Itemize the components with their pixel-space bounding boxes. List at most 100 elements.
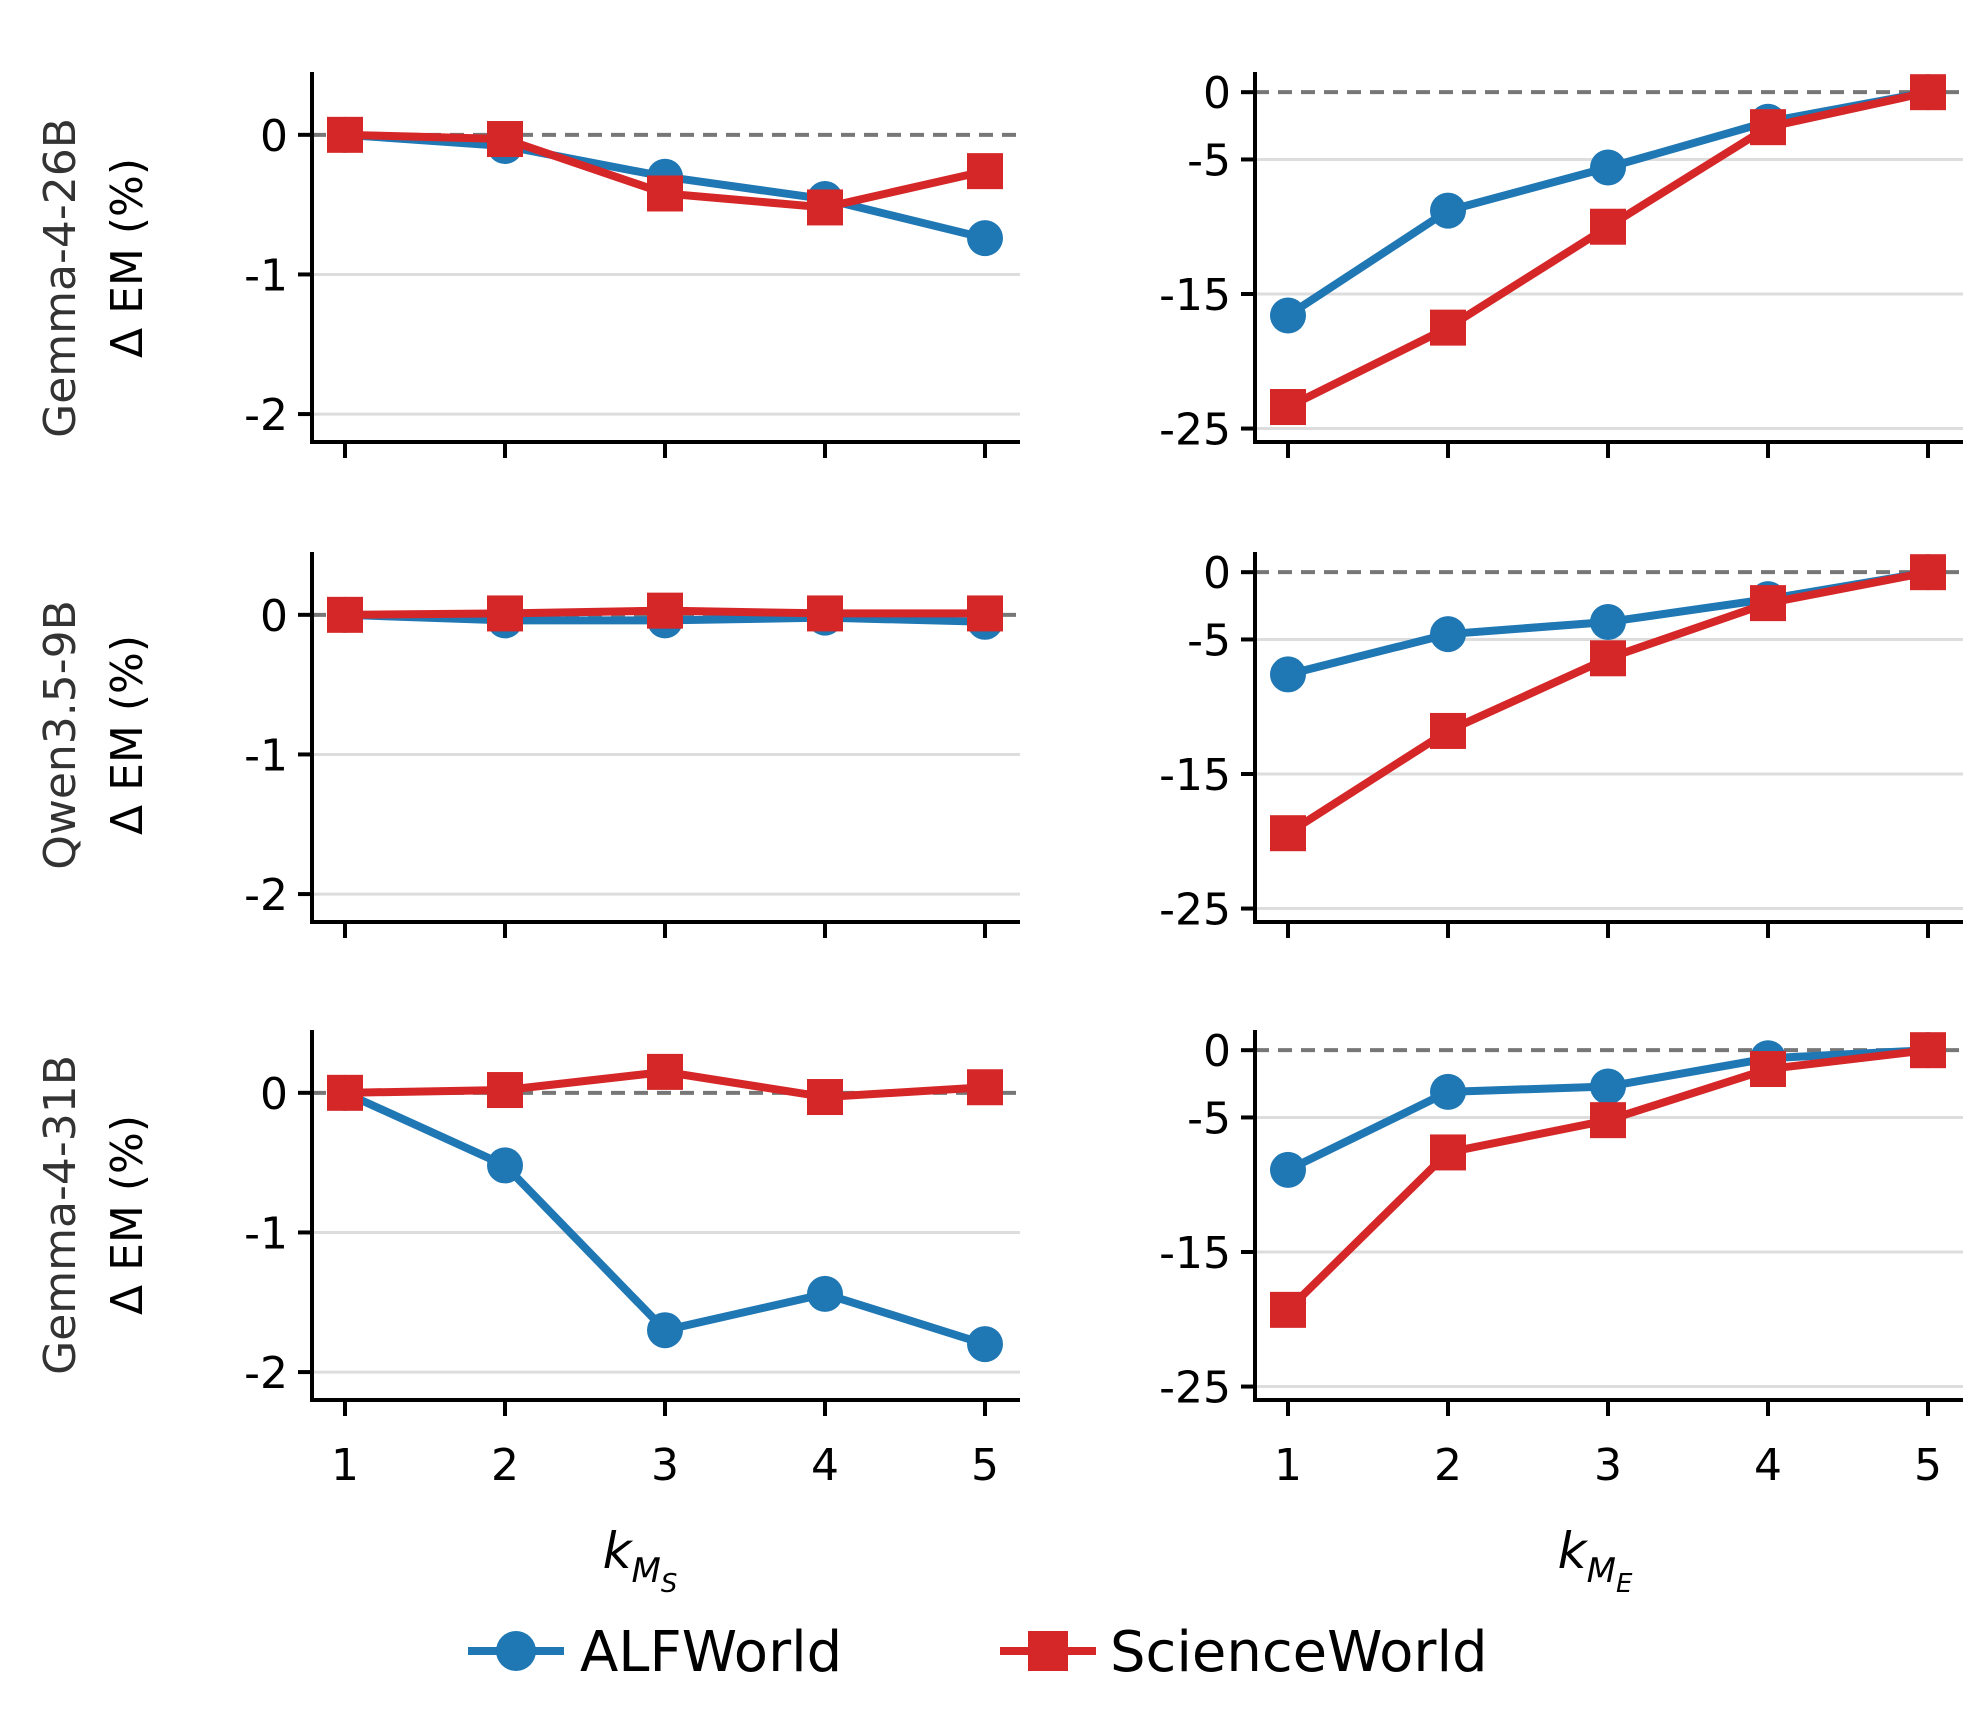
y-tick-label: -5 [1187,1093,1231,1144]
data-point-alfworld [1590,603,1626,640]
y-tick-label: -15 [1159,270,1231,321]
row-0-model-label: Gemma-4-26B [35,118,86,438]
data-point-scienceworld [807,595,843,632]
y-tick-label: 0 [260,111,288,162]
data-point-scienceworld [1430,309,1466,346]
row-labels: Gemma-4-26B Δ EM (%) Qwen3.5-9B Δ EM (%)… [35,118,153,1375]
panel-r0-c0: 0 -1 -2 [244,72,1020,458]
y-tick-label: -5 [1187,615,1231,666]
legend-label-alfworld: ALFWorld [580,1620,842,1685]
row-1-model-label: Qwen3.5-9B [35,600,86,870]
y-tick-label: -25 [1159,405,1231,456]
data-point-scienceworld [1270,815,1306,852]
data-point-scienceworld [1590,1102,1626,1139]
x-tick-label: 5 [1914,1440,1942,1491]
data-point-alfworld [1590,149,1626,186]
x-tick-label: 3 [651,1440,679,1491]
data-point-alfworld [1430,192,1466,229]
legend: ALFWorld ScienceWorld [468,1620,1488,1685]
legend-item-scienceworld: ScienceWorld [1000,1620,1488,1685]
row-2-ylabel: Δ EM (%) [102,1115,153,1315]
y-tick-label: 0 [260,591,288,642]
data-point-scienceworld [1910,1032,1946,1069]
data-point-scienceworld [967,595,1003,632]
x-tick-label: 1 [331,1440,359,1491]
x-axis-title-left: kMS [603,1522,678,1599]
y-tick-label: -25 [1159,1363,1231,1414]
data-point-scienceworld [647,592,683,629]
panel-r2-c0: 0 -1 -2 1 2 3 4 5 [244,1030,1020,1491]
legend-marker-circle [496,1631,536,1671]
data-point-scienceworld [1590,640,1626,677]
y-tick-label: 0 [1203,68,1231,119]
row-0-ylabel: Δ EM (%) [102,158,153,358]
legend-marker-square [1028,1631,1068,1671]
y-tick-label: -15 [1159,750,1231,801]
data-point-scienceworld [487,1072,523,1109]
data-point-alfworld [967,220,1003,257]
data-point-alfworld [807,1275,843,1312]
data-point-scienceworld [487,595,523,632]
y-tick-label: -1 [244,1208,288,1259]
y-tick-label: -2 [244,1348,288,1399]
y-tick-label: 0 [1203,548,1231,599]
y-tick-label: -25 [1159,885,1231,936]
y-tick-label: 0 [260,1069,288,1120]
x-tick-label: 4 [1754,1440,1782,1491]
panel-r1-c0: 0 -1 -2 [244,552,1020,938]
data-point-alfworld [487,1147,523,1184]
series-line-alfworld [343,1089,987,1348]
y-tick-label: -2 [244,390,288,441]
data-point-scienceworld [1590,208,1626,245]
data-point-alfworld [647,1312,683,1349]
legend-item-alfworld: ALFWorld [468,1620,842,1685]
row-1-ylabel: Δ EM (%) [102,635,153,835]
data-point-scienceworld [487,121,523,158]
panel-r2-c1: 0 -5 -15 -25 1 2 3 4 5 [1159,1026,1963,1491]
subplot-grid: 0 -1 -2 0 -5 -15 -25 0 -1 -2 0 -5 -15 -25 0 -1 -2 1 2 3 4 5 0 -… [244,68,1963,1491]
data-point-scienceworld [327,1074,363,1111]
x-tick-label: 5 [971,1440,999,1491]
data-point-scienceworld [647,175,683,212]
data-point-scienceworld [967,1069,1003,1106]
data-point-scienceworld [1910,74,1946,111]
data-point-scienceworld [1750,109,1786,146]
data-point-scienceworld [1910,554,1946,591]
x-tick-label: 2 [491,1440,519,1491]
data-point-scienceworld [1270,389,1306,426]
data-point-alfworld [1430,616,1466,653]
y-tick-label: -15 [1159,1228,1231,1279]
y-tick-label: -1 [244,730,288,781]
y-tick-label: -2 [244,870,288,921]
x-tick-label: 2 [1434,1440,1462,1491]
data-point-scienceworld [1270,1291,1306,1328]
data-point-alfworld [967,1326,1003,1363]
data-point-scienceworld [327,116,363,153]
data-point-alfworld [1270,656,1306,693]
legend-label-scienceworld: ScienceWorld [1110,1620,1488,1685]
y-tick-label: 0 [1203,1026,1231,1077]
row-2-model-label: Gemma-4-31B [35,1055,86,1375]
data-point-scienceworld [1430,1134,1466,1171]
data-point-scienceworld [807,189,843,226]
panel-r1-c1: 0 -5 -15 -25 [1159,548,1963,938]
data-point-scienceworld [1750,1051,1786,1088]
data-point-scienceworld [327,596,363,633]
x-tick-label: 3 [1594,1440,1622,1491]
data-point-scienceworld [1430,712,1466,749]
series-line-alfworld [1285,88,1929,319]
y-tick-label: -1 [244,250,288,301]
data-point-scienceworld [1750,585,1786,622]
data-point-scienceworld [807,1079,843,1116]
y-tick-label: -5 [1187,135,1231,186]
x-tick-label: 4 [811,1440,839,1491]
x-tick-label: 1 [1274,1440,1302,1491]
data-point-alfworld [1590,1068,1626,1105]
data-point-alfworld [1430,1073,1466,1110]
data-point-scienceworld [967,153,1003,190]
data-point-alfworld [1270,297,1306,334]
data-point-alfworld [1270,1151,1306,1188]
data-point-scienceworld [647,1053,683,1090]
panel-r0-c1: 0 -5 -15 -25 [1159,68,1963,458]
